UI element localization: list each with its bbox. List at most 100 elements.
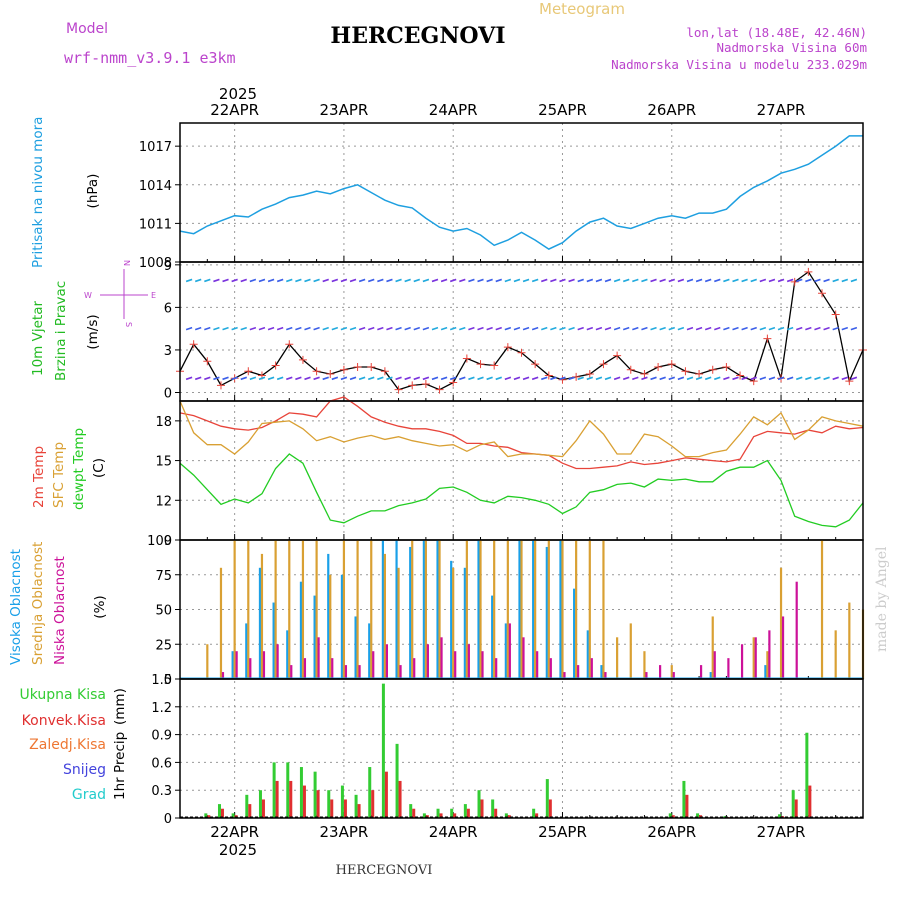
wind-speed-marker (285, 340, 294, 349)
wind-direction-arrow (741, 326, 748, 331)
cloud-bar-low (659, 665, 662, 679)
wind-direction-arrow (313, 278, 320, 283)
cloud-bar-mid (370, 540, 373, 679)
wind-direction-arrow (213, 376, 220, 381)
wind-speed-marker (435, 385, 444, 394)
wind-speed-marker (763, 334, 772, 343)
cloud-bar-mid (479, 540, 482, 679)
cloud-bar-low (413, 658, 416, 679)
wind-speed-marker (654, 362, 663, 371)
precip-total-bar (327, 790, 331, 818)
wind-unit: (m/s) (85, 314, 101, 349)
cloud-bar-high (586, 630, 589, 679)
wind-direction-arrow (559, 326, 566, 331)
wind-direction-arrow (695, 326, 703, 331)
wind-direction-arrow (541, 376, 548, 381)
wind-direction-arrow (340, 278, 348, 283)
wind-direction-arrow (723, 376, 730, 381)
cloud-bar-mid (752, 637, 755, 679)
wind-direction-arrow (823, 278, 830, 283)
cloud-bar-high (245, 623, 248, 679)
wind-speed-marker (312, 367, 321, 376)
wind-direction-arrow (477, 278, 484, 283)
precip-conv-bar (507, 815, 511, 818)
precip-total-bar (313, 771, 317, 818)
wind-direction-arrow (322, 278, 329, 283)
cloud-labels: Visoka Oblacnost Srednja Oblacnost Niska… (8, 542, 108, 665)
precip-conv-bar (412, 808, 416, 818)
day-label-top: 24APR (429, 101, 478, 119)
wind-speed-marker (476, 360, 485, 369)
compass-n: N (122, 260, 131, 266)
wind-direction-arrow (841, 376, 849, 381)
wind-direction-arrow (531, 376, 539, 381)
wind-direction-arrow (832, 326, 839, 331)
wind-direction-arrow (422, 326, 430, 331)
wind-direction-arrow (477, 376, 484, 381)
wind-direction-arrow (595, 326, 603, 331)
wind-direction-arrow (222, 326, 229, 331)
model-label: Model (66, 21, 108, 37)
wind-direction-arrow (613, 326, 621, 331)
wind-direction-arrow (568, 376, 575, 381)
cloud-bar-high (381, 540, 384, 679)
wind-direction-arrow (349, 278, 357, 283)
wind-direction-arrow (395, 326, 402, 331)
wind-direction-arrow (449, 278, 457, 283)
wind-direction-arrow (495, 278, 502, 283)
day-label-top: 27APR (757, 101, 806, 119)
panel-precip: 0 0.3 0.6 0.9 1.2 1.5 (151, 673, 864, 827)
wind-speed-marker (216, 381, 225, 390)
wind-direction-arrow (504, 278, 512, 283)
wind-speed-marker (326, 370, 335, 379)
wind-direction-arrow (850, 376, 858, 381)
wind-direction-arrow (577, 278, 584, 283)
cloud-bar-mid (452, 567, 455, 679)
wind-direction-arrow (595, 278, 603, 283)
wind-direction-arrow (714, 376, 721, 381)
plot-layer: 22APR 22APR 23APR 23APR 24APR 24APR 25APR 25APR… (139, 101, 867, 841)
wind-direction-arrow (641, 278, 648, 283)
wind-direction-arrow (741, 376, 748, 381)
cloud-bar-mid (520, 540, 523, 679)
y-tick-label: 100 (147, 534, 172, 549)
compass-e: E (151, 291, 156, 300)
y-tick-label: 15 (155, 455, 172, 470)
precip-conv-bar (220, 808, 224, 818)
wind-direction-arrow (194, 326, 202, 331)
temp-labels: 2m Temp SFC Temp dewpt Temp (C) (31, 428, 107, 510)
precip-total-bar (668, 813, 672, 818)
precip-total-bar (532, 808, 536, 818)
y-tick-label: 1008 (139, 256, 172, 271)
precip-total-bar (805, 732, 809, 818)
wind-direction-arrow (786, 376, 794, 381)
wind-direction-arrow (486, 376, 493, 381)
precip-total-bar (299, 767, 303, 818)
wind-speed-marker (203, 357, 212, 366)
wind-direction-arrow (686, 326, 694, 331)
wind-direction-arrow (768, 376, 776, 381)
precip-conv-bar (248, 804, 252, 818)
station-title: HERCEGNOVI (330, 23, 505, 49)
precip-conv-bar (316, 790, 320, 818)
wind-direction-arrow (568, 326, 575, 331)
wind-direction-arrow (449, 376, 457, 381)
cloud-bar-low (754, 637, 757, 679)
temp-ylabel-3: dewpt Temp (71, 428, 87, 510)
wind-direction-arrow (577, 326, 584, 331)
precip-conv-bar (808, 785, 812, 818)
wind-direction-arrow (668, 326, 676, 331)
precip-conv-bar (371, 790, 375, 818)
wind-direction-arrow (796, 278, 803, 283)
wind-speed-marker (339, 365, 348, 374)
wind-direction-arrow (504, 326, 512, 331)
wind-direction-arrow (459, 326, 466, 331)
wind-direction-arrow (805, 326, 812, 331)
y-tick-label: 0 (164, 812, 172, 827)
wind-direction-arrow (504, 376, 512, 381)
cloud-bar-mid (274, 540, 277, 679)
precip-total-bar (204, 813, 208, 818)
precip-total-bar (231, 813, 235, 818)
wind-direction-arrow (513, 376, 521, 381)
cloud-bar-mid (206, 644, 209, 679)
